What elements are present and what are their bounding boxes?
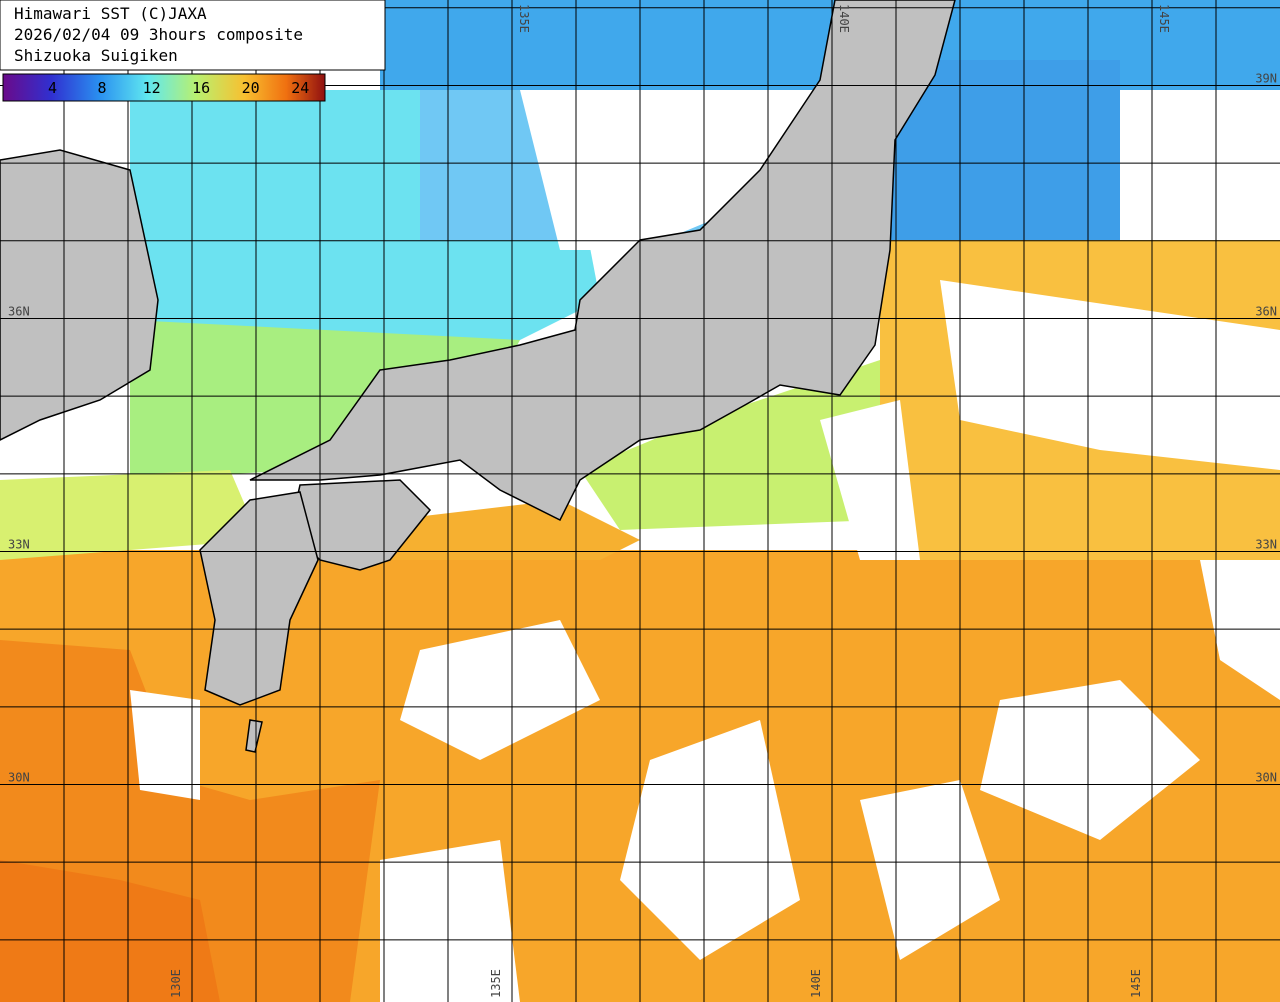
header-line: Himawari SST (C)JAXA <box>14 4 207 23</box>
lat-label: 30N <box>8 771 30 785</box>
colorbar-ramp <box>2 73 326 102</box>
colorbar-label: 8 <box>98 79 107 97</box>
lon-label: 140E <box>809 969 823 998</box>
lat-label: 33N <box>1255 537 1277 551</box>
colorbar-label: 16 <box>192 79 210 97</box>
lat-label: 30N <box>1255 771 1277 785</box>
graticule-labels: 135E 140E 145E 130E 135E 140E 145E 39N 36N 33N 30N… <box>8 4 1277 998</box>
lon-label: 145E <box>1129 969 1143 998</box>
colorbar-label: 4 <box>48 79 57 97</box>
colorbar-label: 20 <box>242 79 260 97</box>
colorbar-label: 12 <box>143 79 161 97</box>
header-line: 2026/02/04 09 3hours composite <box>14 25 303 44</box>
header-line: Shizuoka Suigiken <box>14 46 178 65</box>
header-box: Himawari SST (C)JAXA 2026/02/04 09 3hour… <box>0 0 386 71</box>
lon-label: 135E <box>489 969 503 998</box>
colorbar-label: 24 <box>291 79 309 97</box>
lon-label: 130E <box>169 969 183 998</box>
lat-label: 39N <box>1255 71 1277 85</box>
lat-label: 33N <box>8 537 30 551</box>
colorbar: 4 8 12 16 20 24 <box>2 73 326 102</box>
lon-label: 140E <box>837 4 851 33</box>
lon-label: 145E <box>1157 4 1171 33</box>
lon-label: 135E <box>517 4 531 33</box>
lat-label: 36N <box>1255 304 1277 318</box>
land <box>0 0 956 753</box>
lat-label: 36N <box>8 304 30 318</box>
